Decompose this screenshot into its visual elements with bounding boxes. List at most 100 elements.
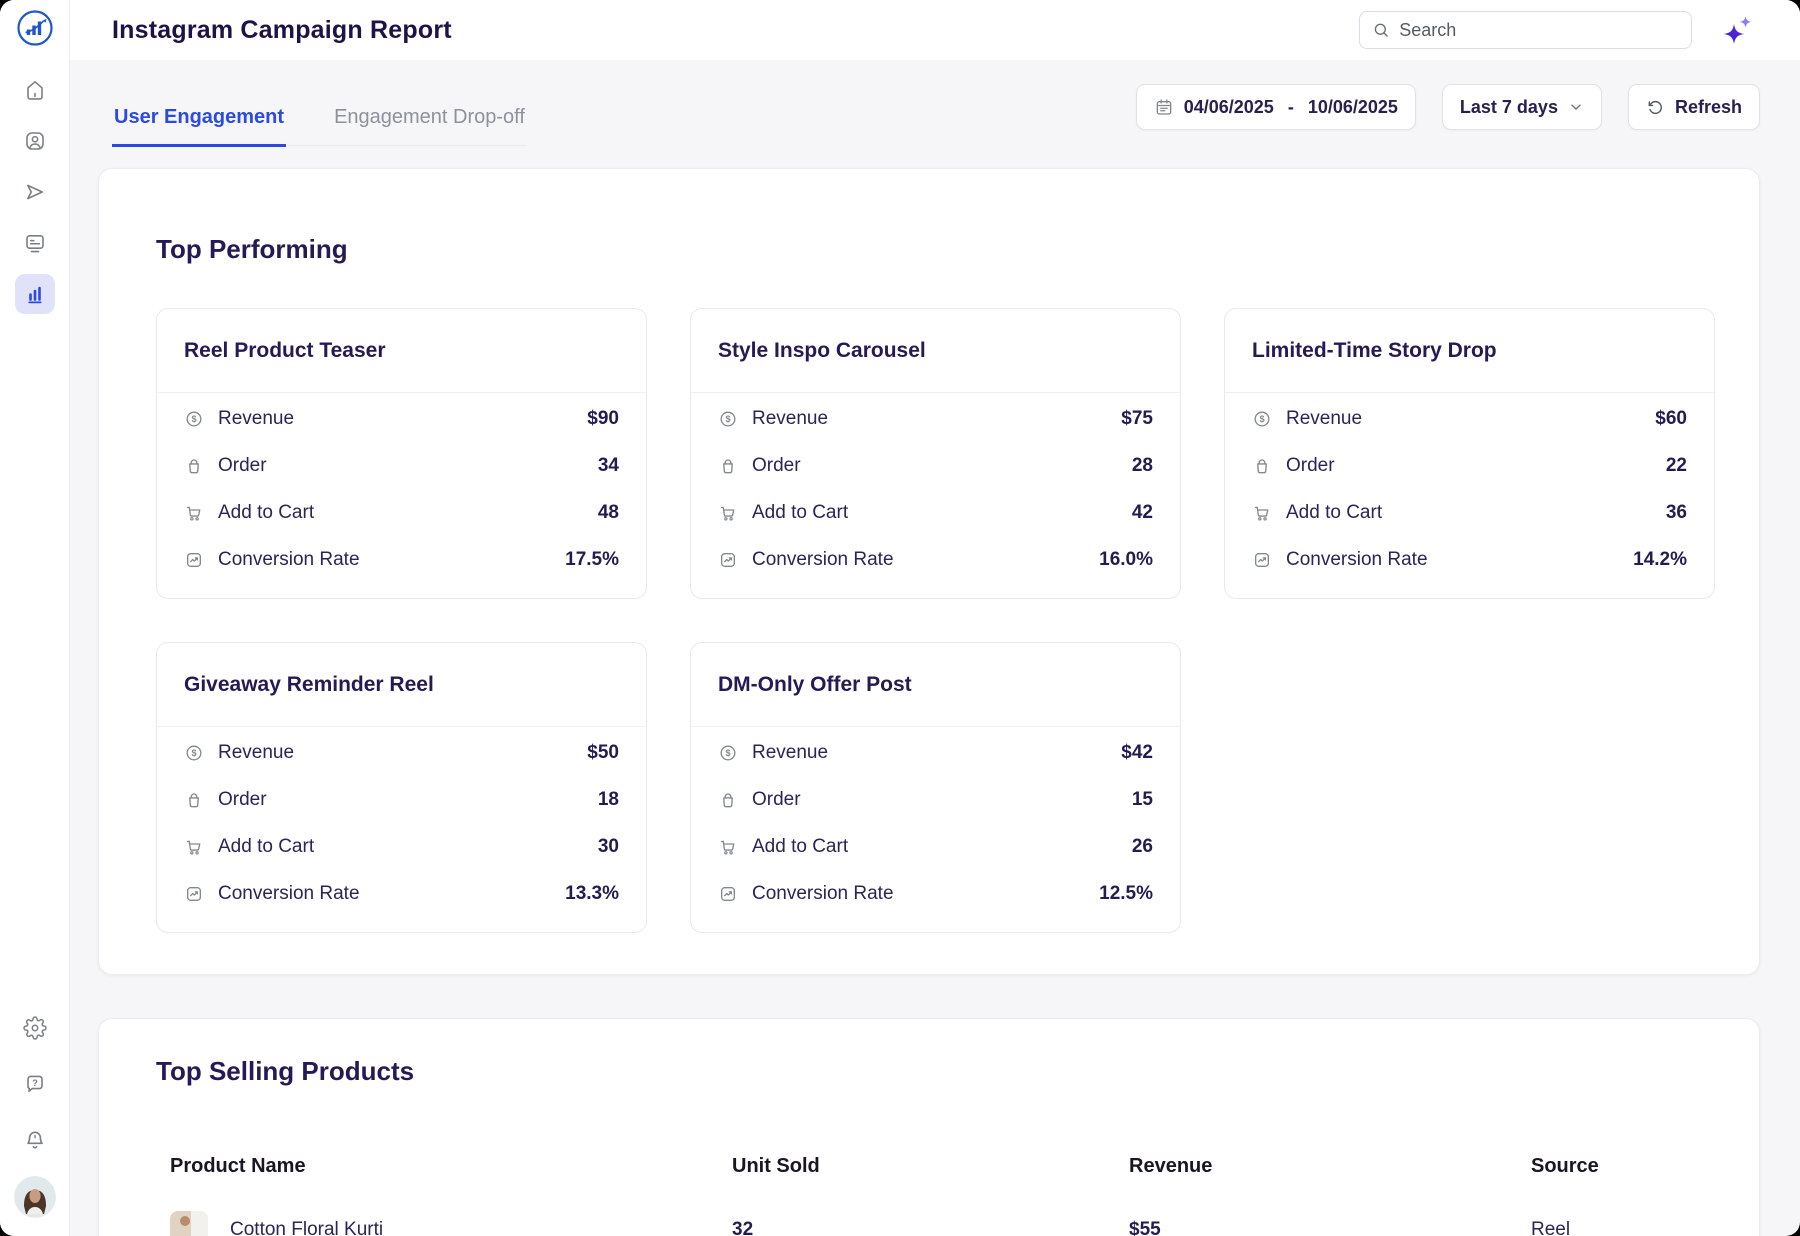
refresh-label: Refresh <box>1674 96 1742 117</box>
metric-label: Conversion Rate <box>218 548 360 570</box>
conversion-rate-icon <box>718 550 738 570</box>
campaign-card-title: Style Inspo Carousel <box>691 309 1180 393</box>
campaign-card-body: Revenue $60 Order 22 Add to Cart 36 <box>1225 393 1714 583</box>
metric-value: $60 <box>1655 407 1687 429</box>
metric-value: 30 <box>597 835 619 857</box>
top-selling-heading: Top Selling Products <box>156 1056 415 1086</box>
product-thumbnail <box>170 1211 208 1236</box>
sidebar-item-posts[interactable] <box>15 223 55 263</box>
metric-value: 14.2% <box>1633 548 1687 570</box>
add-to-cart-icon <box>184 503 204 523</box>
metric-row-add-to-cart: Add to Cart 36 <box>1252 489 1687 536</box>
metric-value: $42 <box>1121 741 1153 763</box>
metric-value: $75 <box>1121 407 1153 429</box>
sidebar-item-messages[interactable] <box>15 172 55 212</box>
period-select[interactable]: Last 7 days <box>1441 84 1602 130</box>
home-icon <box>26 81 43 100</box>
add-to-cart-icon <box>718 837 738 857</box>
metric-value: 12.5% <box>1099 882 1153 904</box>
add-to-cart-icon <box>1252 503 1272 523</box>
product-cell: Cotton Floral Kurti <box>170 1211 732 1236</box>
top-performing-panel: Top Performing Reel Product Teaser Reven… <box>98 168 1760 975</box>
send-icon <box>26 184 43 200</box>
order-icon <box>184 790 204 810</box>
column-header-product-name: Product Name <box>170 1155 306 1177</box>
revenue-icon <box>184 743 204 763</box>
top-performing-heading: Top Performing <box>156 234 348 264</box>
metric-label: Add to Cart <box>752 835 849 857</box>
main-area: Instagram Campaign Report User Engagemen… <box>70 0 1800 1236</box>
revenue-icon <box>184 409 204 429</box>
product-image <box>170 1211 208 1236</box>
campaign-card-title: DM-Only Offer Post <box>691 643 1180 727</box>
refresh-icon <box>1648 100 1662 114</box>
analytics-icon <box>27 286 42 304</box>
conversion-rate-icon <box>718 884 738 904</box>
control-buttons: 04/06/2025 - 10/06/2025 Last 7 days Refr… <box>1135 84 1760 130</box>
metric-value: 26 <box>1131 835 1153 857</box>
campaign-card-body: Revenue $50 Order 18 Add to Cart 30 <box>157 727 646 917</box>
sidebar-nav <box>14 70 55 314</box>
metric-value: 22 <box>1665 454 1687 476</box>
metric-row-revenue: Revenue $50 <box>184 729 619 776</box>
order-icon <box>718 790 738 810</box>
refresh-button[interactable]: Refresh <box>1627 84 1760 130</box>
metric-label: Add to Cart <box>218 501 315 523</box>
metric-row-order: Order 22 <box>1252 442 1687 489</box>
metric-row-revenue: Revenue $75 <box>718 395 1153 442</box>
date-range-start: 04/06/2025 <box>1183 96 1274 117</box>
metric-value: $90 <box>587 407 619 429</box>
app-logo[interactable] <box>15 8 55 48</box>
campaign-card-body: Revenue $75 Order 28 Add to Cart 42 <box>691 393 1180 583</box>
date-range-picker[interactable]: 04/06/2025 - 10/06/2025 <box>1135 84 1416 130</box>
metric-label: Revenue <box>1286 407 1363 429</box>
unit-sold-cell: 32 <box>732 1219 754 1236</box>
tab-user-engagement[interactable]: User Engagement <box>112 106 287 147</box>
metric-label: Conversion Rate <box>752 548 894 570</box>
sidebar-item-notifications[interactable] <box>15 1120 55 1160</box>
search-box <box>1359 11 1692 49</box>
settings-icon <box>22 1016 47 1040</box>
source-cell: Reel <box>1531 1219 1571 1236</box>
metric-value: 48 <box>597 501 619 523</box>
profile-icon <box>25 132 44 150</box>
table-row: Cotton Floral Kurti 32 $55 Reel <box>170 1202 1715 1236</box>
metric-label: Revenue <box>752 407 829 429</box>
posts-icon <box>25 235 44 253</box>
metric-label: Order <box>218 454 267 476</box>
metric-row-order: Order 15 <box>718 776 1153 823</box>
sidebar-item-home[interactable] <box>15 70 55 110</box>
campaign-card-body: Revenue $42 Order 15 Add to Cart 26 <box>691 727 1180 917</box>
tab-engagement-drop-off[interactable]: Engagement Drop-off <box>334 106 525 128</box>
order-icon <box>718 456 738 476</box>
metric-label: Order <box>752 788 801 810</box>
ai-assistant-button[interactable] <box>1718 10 1758 50</box>
user-avatar[interactable] <box>13 1176 56 1218</box>
conversion-rate-icon <box>184 550 204 570</box>
top-selling-table: Product Name Unit Sold Revenue Source <box>170 1155 1715 1236</box>
sidebar-item-analytics[interactable] <box>14 274 55 314</box>
metric-label: Conversion Rate <box>752 882 894 904</box>
order-icon <box>1252 456 1272 476</box>
sidebar-item-help[interactable]: ? <box>15 1064 55 1104</box>
column-header-unit-sold: Unit Sold <box>732 1155 820 1177</box>
campaign-card-title: Reel Product Teaser <box>157 309 646 393</box>
campaign-card: DM-Only Offer Post Revenue $42 Order 15 <box>690 642 1181 933</box>
column-header-revenue: Revenue <box>1129 1155 1213 1177</box>
sidebar-item-settings[interactable] <box>15 1008 55 1048</box>
metric-value: 18 <box>597 788 619 810</box>
sidebar: ? <box>0 0 70 1236</box>
metric-label: Revenue <box>218 407 295 429</box>
sidebar-item-profile[interactable] <box>15 121 55 161</box>
date-range-separator: - <box>1287 96 1294 117</box>
add-to-cart-icon <box>718 503 738 523</box>
campaign-card: Giveaway Reminder Reel Revenue $50 Order… <box>156 642 647 933</box>
search-input[interactable] <box>1399 19 1679 41</box>
revenue-icon <box>1252 409 1272 429</box>
metric-row-revenue: Revenue $90 <box>184 395 619 442</box>
metric-row-add-to-cart: Add to Cart 26 <box>718 823 1153 870</box>
metric-label: Order <box>1286 454 1335 476</box>
sidebar-bottom: ? <box>13 1008 56 1218</box>
campaign-card-body: Revenue $90 Order 34 Add to Cart 48 <box>157 393 646 583</box>
avatar-image <box>13 1176 56 1218</box>
